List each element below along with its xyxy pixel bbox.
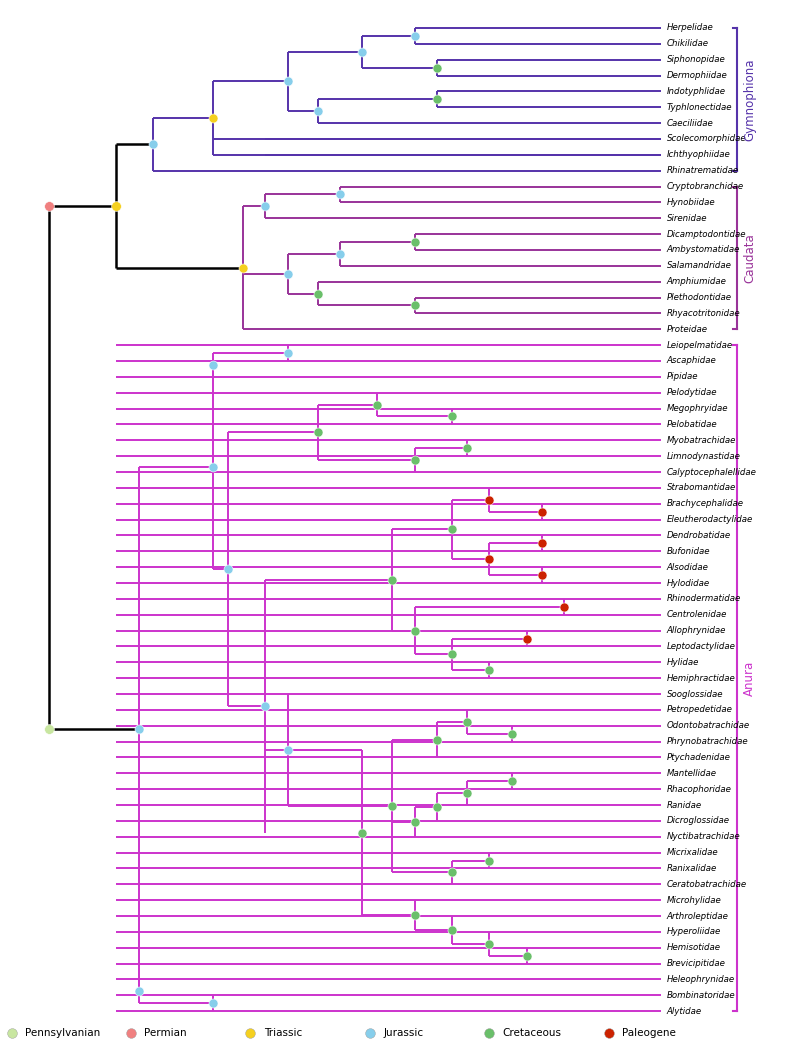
Text: Mantellidae: Mantellidae	[667, 768, 717, 778]
Text: Centrolenidae: Centrolenidae	[667, 611, 727, 619]
Text: Heleophrynidae: Heleophrynidae	[667, 975, 735, 984]
Text: Proteidae: Proteidae	[667, 325, 708, 334]
Text: Bombinatoridae: Bombinatoridae	[667, 991, 736, 1000]
Text: Hemiphractidae: Hemiphractidae	[667, 673, 736, 683]
Text: Scolecomorphidae: Scolecomorphidae	[667, 135, 747, 143]
Text: Ambystomatidae: Ambystomatidae	[667, 245, 741, 255]
Text: Caeciliidae: Caeciliidae	[667, 119, 714, 127]
Text: Strabomantidae: Strabomantidae	[667, 483, 737, 493]
Text: Sooglossidae: Sooglossidae	[667, 689, 723, 698]
Text: Pipidae: Pipidae	[667, 373, 699, 381]
Text: Rhinatrematidae: Rhinatrematidae	[667, 166, 739, 175]
Text: Hyperoliidae: Hyperoliidae	[667, 927, 722, 936]
Text: Ichthyophiidae: Ichthyophiidae	[667, 150, 731, 160]
Text: Amphiumidae: Amphiumidae	[667, 278, 727, 286]
Text: Arthroleptidae: Arthroleptidae	[667, 911, 729, 921]
Text: Brachycephalidae: Brachycephalidae	[667, 499, 744, 508]
Text: Herpelidae: Herpelidae	[667, 23, 714, 32]
Text: Megophryidae: Megophryidae	[667, 404, 729, 413]
Text: Bufonidae: Bufonidae	[667, 547, 710, 555]
Text: Dicroglossidae: Dicroglossidae	[667, 816, 730, 826]
Text: Ptychadenidae: Ptychadenidae	[667, 753, 731, 762]
Text: Ascaphidae: Ascaphidae	[667, 356, 717, 365]
Text: Micrixalidae: Micrixalidae	[667, 848, 718, 857]
Text: Paleogene: Paleogene	[623, 1028, 676, 1039]
Text: Nyctibatrachidae: Nyctibatrachidae	[667, 832, 741, 841]
Text: Anura: Anura	[743, 661, 756, 695]
Text: Leptodactylidae: Leptodactylidae	[667, 642, 736, 651]
Text: Siphonopidae: Siphonopidae	[667, 55, 725, 64]
Text: Permian: Permian	[144, 1028, 187, 1039]
Text: Phrynobatrachidae: Phrynobatrachidae	[667, 737, 748, 746]
Text: Brevicipitidae: Brevicipitidae	[667, 959, 725, 968]
Text: Cretaceous: Cretaceous	[503, 1028, 562, 1039]
Text: Rhacophoridae: Rhacophoridae	[667, 785, 732, 793]
Text: Calyptocephalellidae: Calyptocephalellidae	[667, 468, 757, 476]
Text: Rhyacotritonidae: Rhyacotritonidae	[667, 309, 741, 318]
Text: Jurassic: Jurassic	[383, 1028, 424, 1039]
Text: Pelodytidae: Pelodytidae	[667, 388, 718, 397]
Text: Microhylidae: Microhylidae	[667, 896, 722, 905]
Text: Limnodynastidae: Limnodynastidae	[667, 452, 741, 460]
Text: Alytidae: Alytidae	[667, 1006, 702, 1016]
Text: Alsodidae: Alsodidae	[667, 563, 709, 572]
Text: Indotyphlidae: Indotyphlidae	[667, 87, 726, 96]
Text: Rhinodermatidae: Rhinodermatidae	[667, 594, 741, 603]
Text: Ranixalidae: Ranixalidae	[667, 864, 718, 873]
Text: Pelobatidae: Pelobatidae	[667, 420, 718, 429]
Text: Leiopelmatidae: Leiopelmatidae	[667, 340, 733, 350]
Text: Dermophiidae: Dermophiidae	[667, 71, 728, 80]
Text: Dendrobatidae: Dendrobatidae	[667, 531, 731, 540]
Text: Caudata: Caudata	[743, 233, 756, 283]
Text: Allophrynidae: Allophrynidae	[667, 626, 726, 635]
Text: Hemisotidae: Hemisotidae	[667, 944, 721, 952]
Text: Chikilidae: Chikilidae	[667, 40, 709, 48]
Text: Salamandridae: Salamandridae	[667, 261, 732, 270]
Text: Eleutherodactylidae: Eleutherodactylidae	[667, 515, 753, 524]
Text: Cryptobranchidae: Cryptobranchidae	[667, 182, 744, 191]
Text: Myobatrachidae: Myobatrachidae	[667, 435, 737, 445]
Text: Typhlonectidae: Typhlonectidae	[667, 102, 733, 112]
Text: Dicamptodontidae: Dicamptodontidae	[667, 230, 746, 239]
Text: Ranidae: Ranidae	[667, 801, 702, 809]
Text: Hylodidae: Hylodidae	[667, 578, 710, 588]
Text: Odontobatrachidae: Odontobatrachidae	[667, 721, 750, 730]
Text: Hylidae: Hylidae	[667, 658, 699, 667]
Text: Plethodontidae: Plethodontidae	[667, 293, 732, 302]
Text: Gymnophiona: Gymnophiona	[743, 58, 756, 141]
Text: Petropedetidae: Petropedetidae	[667, 706, 733, 714]
Text: Pennsylvanian: Pennsylvanian	[25, 1028, 101, 1039]
Text: Hynobiidae: Hynobiidae	[667, 198, 715, 207]
Text: Ceratobatrachidae: Ceratobatrachidae	[667, 880, 747, 888]
Text: Sirenidae: Sirenidae	[667, 214, 707, 222]
Text: Triassic: Triassic	[264, 1028, 302, 1039]
